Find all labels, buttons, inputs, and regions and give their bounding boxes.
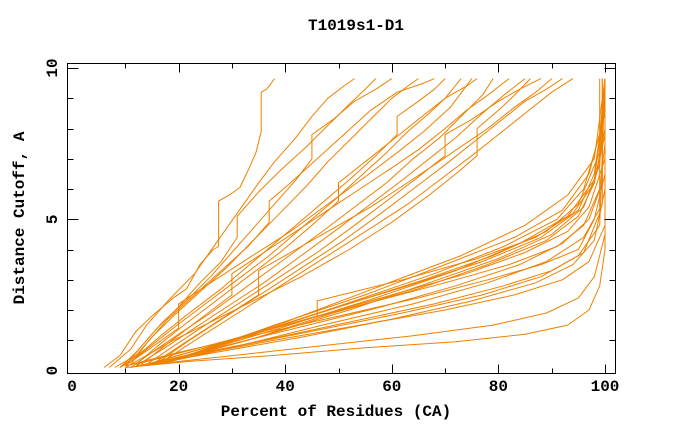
model-curve-37 <box>125 78 606 368</box>
x-tick-label: 60 <box>382 378 401 396</box>
model-curve-16 <box>125 78 531 368</box>
x-tick-label: 0 <box>67 378 77 396</box>
model-curve-32 <box>146 78 606 365</box>
x-tick-label: 20 <box>169 378 188 396</box>
model-curve-27 <box>173 78 606 361</box>
model-curve-25 <box>157 78 606 362</box>
model-curve-5 <box>114 78 419 368</box>
plot-frame <box>67 63 616 374</box>
x-tick-label: 80 <box>489 378 508 396</box>
x-tick-label: 100 <box>591 378 620 396</box>
model-curve-38 <box>135 78 606 367</box>
model-curve-11 <box>140 78 510 365</box>
chart-title: T1019s1-D1 <box>308 17 404 35</box>
model-curve-21 <box>146 78 606 365</box>
model-curve-31 <box>135 78 606 367</box>
model-curve-7 <box>119 78 446 368</box>
x-axis-title: Percent of Residues (CA) <box>221 403 451 421</box>
model-curve-13 <box>146 78 542 365</box>
y-tick-label: 10 <box>44 58 62 77</box>
model-curve-9 <box>135 78 478 365</box>
model-curve-19 <box>125 78 606 367</box>
x-tick-label: 40 <box>276 378 295 396</box>
model-curves <box>103 78 606 368</box>
model-curve-17 <box>162 78 574 362</box>
model-curve-35 <box>141 78 606 367</box>
y-axis-title: Distance Cutoff, A <box>11 131 29 304</box>
model-curve-4 <box>124 78 393 367</box>
y-tick-label: 5 <box>44 214 62 224</box>
model-curve-15 <box>157 78 563 364</box>
model-curve-28 <box>178 78 606 359</box>
model-curve-36 <box>167 78 606 362</box>
model-curve-6 <box>130 78 435 365</box>
model-curve-34 <box>183 78 606 358</box>
model-curve-2 <box>108 78 355 368</box>
model-curve-29 <box>189 78 606 356</box>
model-curve-18 <box>119 78 473 368</box>
y-tick-label: 0 <box>44 366 62 376</box>
axes: 0 20 40 60 80 100 0 5 10 <box>44 58 619 396</box>
model-curve-1 <box>103 78 275 368</box>
model-curve-33 <box>157 78 603 365</box>
model-curve-26 <box>167 78 606 362</box>
